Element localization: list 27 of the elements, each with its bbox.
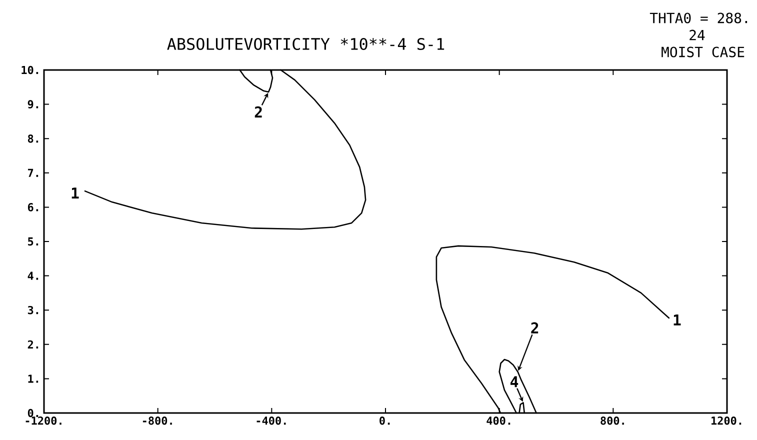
x-tick-label: -800. bbox=[142, 416, 172, 425]
x-tick-label: -1200. bbox=[26, 416, 62, 425]
y-tick-label: 5. bbox=[28, 237, 38, 246]
x-tick-label: 800. bbox=[600, 416, 624, 425]
annotation: 2 bbox=[254, 106, 262, 118]
y-tick-label: 6. bbox=[28, 203, 38, 212]
annotation: 2 bbox=[531, 322, 538, 334]
text: THTA0 = 288. bbox=[650, 12, 748, 24]
y-tick-label: 10. bbox=[22, 66, 38, 74]
y-tick-label: 7. bbox=[28, 168, 38, 177]
chart-title: ABSOLUTEVORTICITY *10**-4 S-1 bbox=[167, 38, 444, 50]
annotation: 1 bbox=[72, 188, 79, 199]
x-tick-label: 0. bbox=[380, 416, 390, 425]
y-tick-label: 3. bbox=[28, 306, 38, 314]
annotation: 4 bbox=[510, 376, 518, 388]
y-tick-label: 1. bbox=[28, 374, 38, 383]
text: 24 bbox=[690, 30, 705, 40]
y-tick-label: 8. bbox=[28, 134, 38, 143]
y-tick-label: 4. bbox=[28, 272, 38, 280]
y-tick-label: 2. bbox=[28, 340, 38, 348]
y-tick-label: 0. bbox=[28, 408, 38, 418]
text: MOIST CASE bbox=[662, 46, 744, 58]
annotation: 1 bbox=[674, 314, 681, 326]
x-tick-label: 400. bbox=[486, 416, 510, 425]
x-tick-label: -400. bbox=[256, 416, 286, 425]
x-tick-label: 1200. bbox=[712, 416, 742, 425]
y-tick-label: 9. bbox=[28, 100, 38, 108]
